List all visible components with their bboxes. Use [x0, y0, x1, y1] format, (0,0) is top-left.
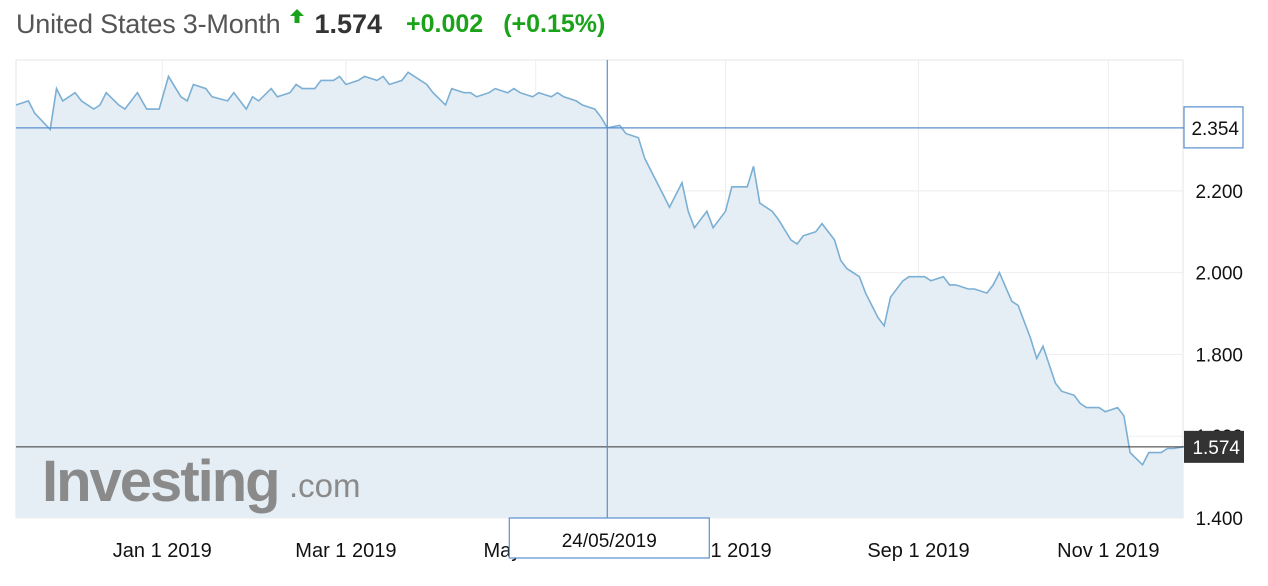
price-change-percent: (+0.15%)	[503, 9, 606, 38]
price-change: +0.002	[406, 9, 484, 38]
last-price-label: 1.574	[1184, 430, 1244, 463]
x-tick-label: Mar 1 2019	[295, 540, 396, 562]
y-tick-label: 2.000	[1195, 264, 1243, 285]
x-tick-label: Jan 1 2019	[113, 540, 212, 562]
series-area	[16, 72, 1183, 519]
watermark-suffix: .com	[289, 467, 361, 504]
last-price-label-text: 1.574	[1192, 438, 1240, 459]
crosshair-date-label: 24/05/2019	[508, 517, 710, 559]
instrument-title: United States 3-Month	[16, 8, 281, 39]
crosshair-value-label: 2.354	[1183, 106, 1244, 149]
watermark-brand: Investing	[42, 449, 279, 514]
y-tick-label: 1.400	[1195, 509, 1243, 530]
crosshair-value-text: 2.354	[1191, 119, 1239, 140]
watermark-logo: Investing .com	[42, 449, 361, 514]
y-tick-label: 2.200	[1195, 182, 1243, 203]
last-price: 1.574	[314, 8, 383, 39]
x-tick-label: Sep 1 2019	[867, 540, 969, 562]
crosshair-date-text: 24/05/2019	[562, 531, 657, 552]
y-tick-label: 1.800	[1195, 345, 1243, 366]
series-line[interactable]	[15, 71, 1184, 467]
x-tick-label: Nov 1 2019	[1057, 540, 1159, 562]
up-arrow-icon	[290, 9, 305, 23]
quote-header: United States 3-Month 1.574 +0.002 (+0.1…	[16, 4, 605, 44]
